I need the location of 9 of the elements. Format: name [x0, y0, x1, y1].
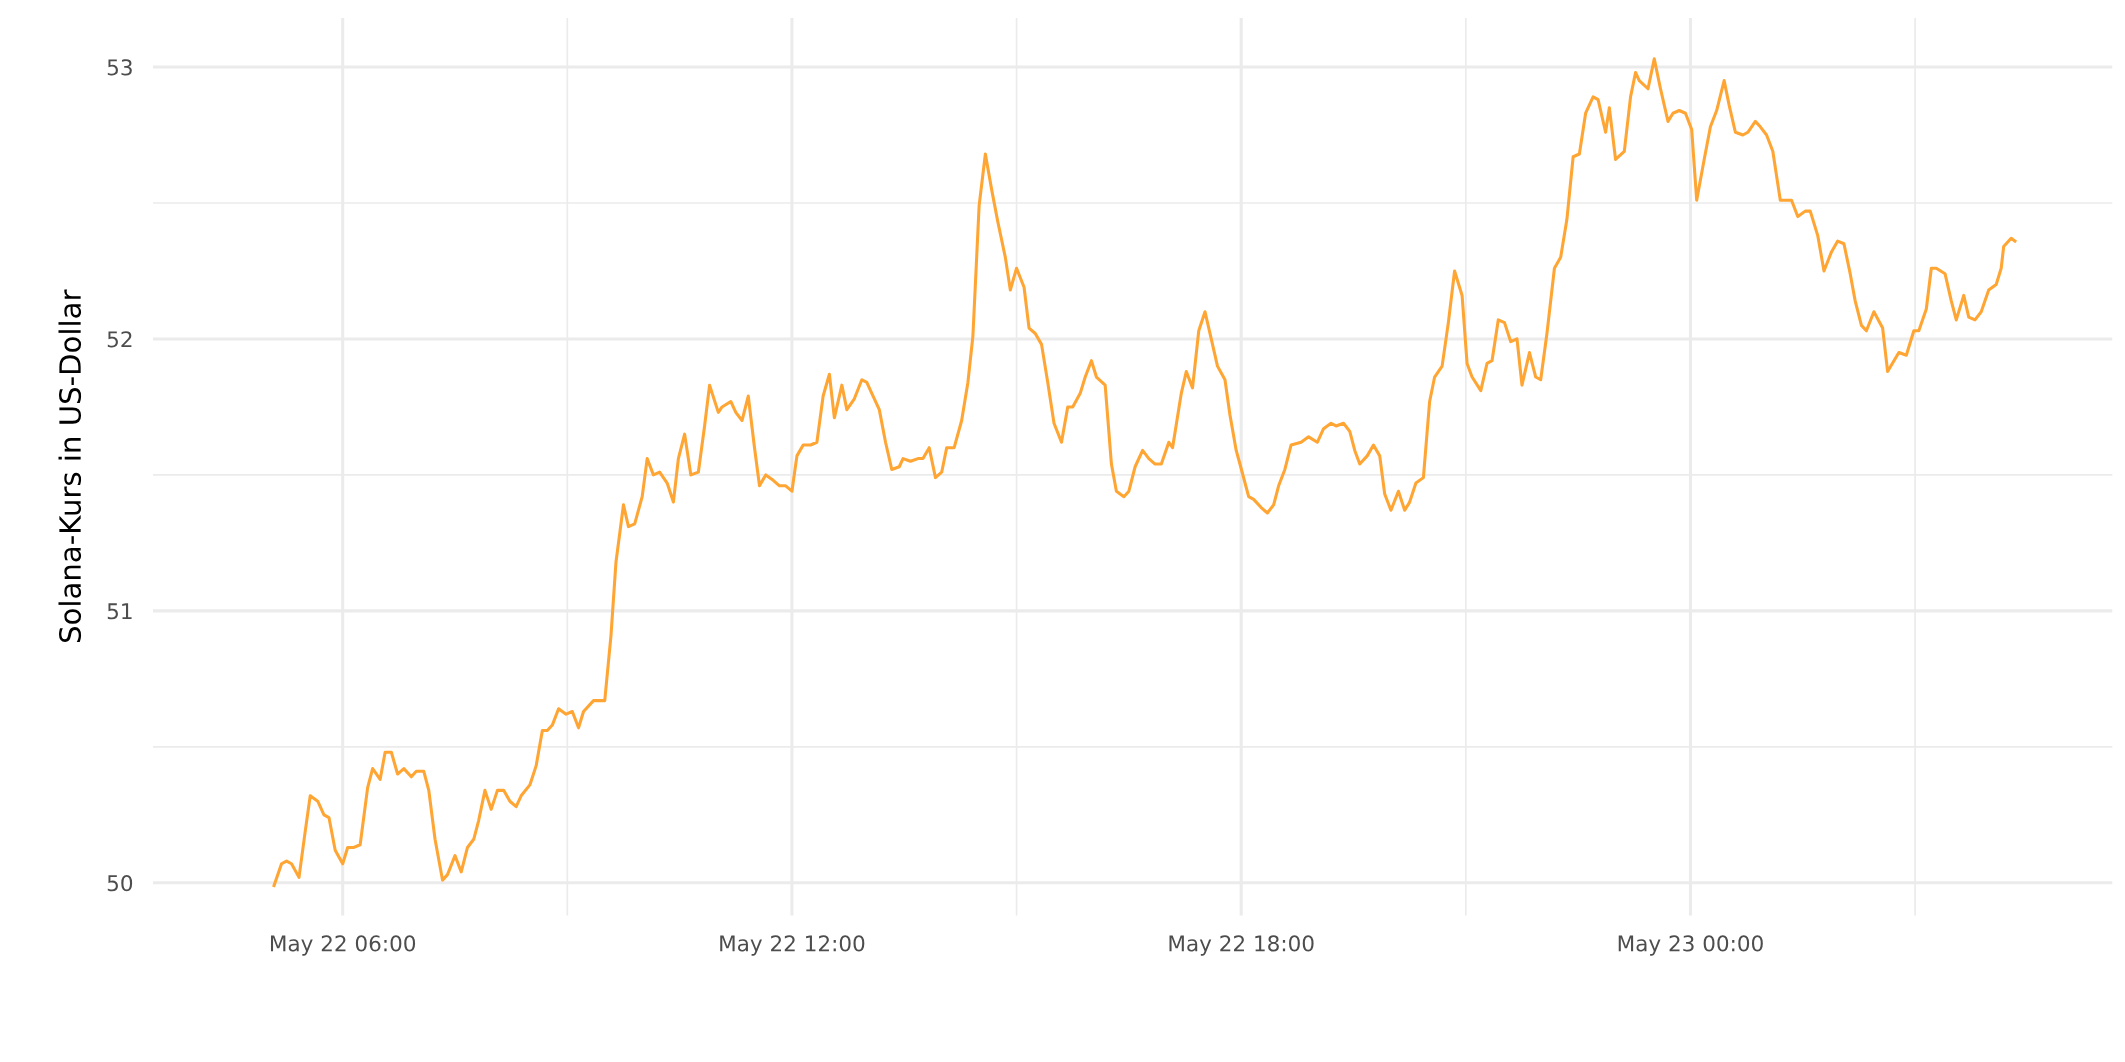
y-tick-label: 53 — [107, 59, 132, 76]
y-tick-label: 50 — [107, 875, 133, 892]
x-tick-label: May 23 00:00 — [1618, 935, 1763, 956]
x-tick-label: May 22 06:00 — [270, 935, 416, 956]
y-tick-label: 51 — [107, 603, 132, 620]
x-tick-label: May 22 18:00 — [1169, 935, 1314, 956]
y-tick-label: 52 — [107, 331, 132, 348]
x-tick-label: May 22 12:00 — [720, 935, 865, 956]
y-axis-title: Solana-Kurs in US-Dollar — [58, 289, 82, 643]
